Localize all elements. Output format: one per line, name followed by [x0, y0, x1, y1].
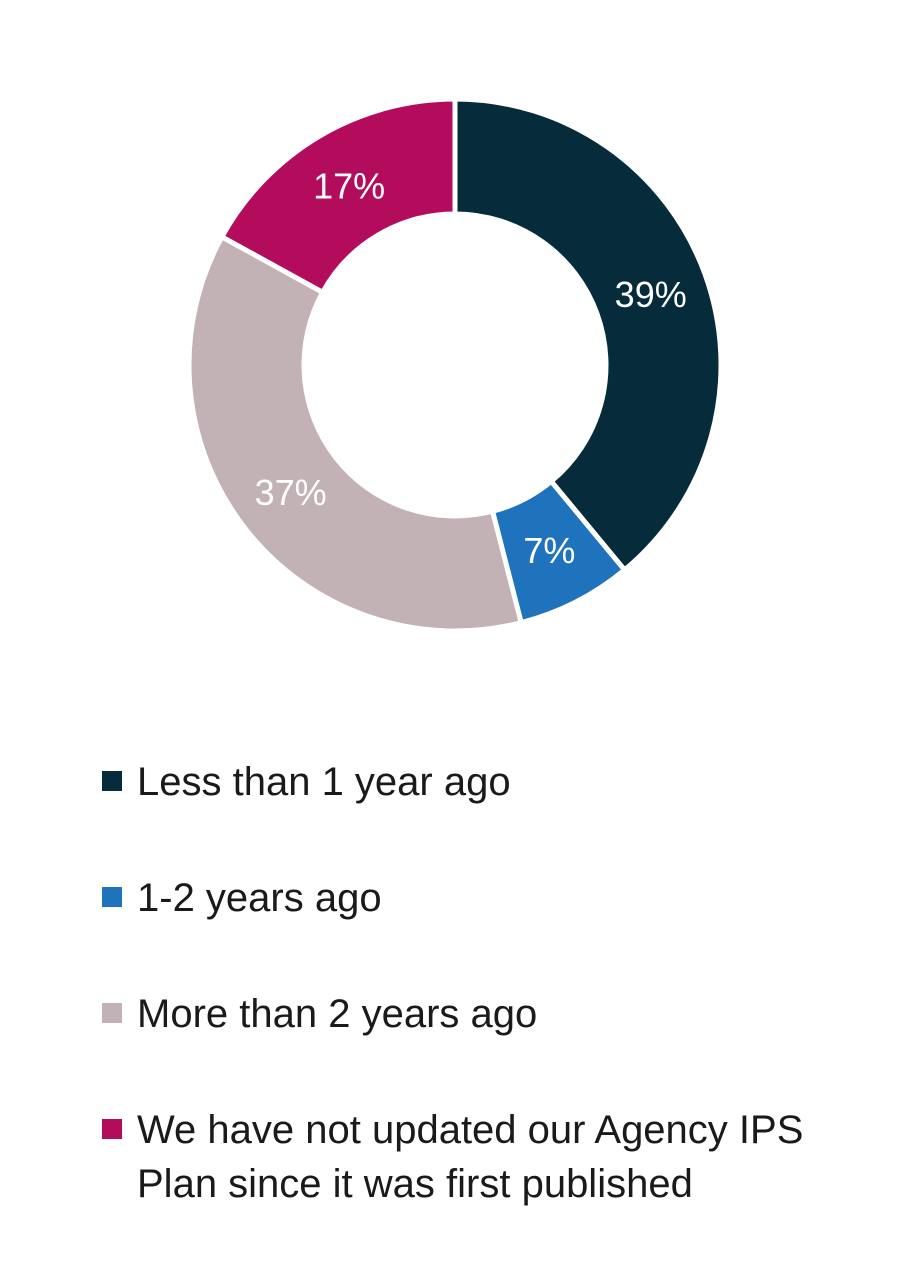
slice-label-less-than-1-year: 39% — [615, 274, 687, 315]
legend-swatch-not-updated — [102, 1119, 122, 1139]
donut-slice-less-than-1-year — [452, 96, 724, 574]
legend-swatch-less-than-1-year — [102, 771, 122, 791]
donut-slice-not-updated — [218, 96, 458, 296]
donut-chart: 39% 7% 37% 17% — [186, 96, 724, 634]
legend-item-more-than-2-years: More than 2 years ago — [102, 987, 882, 1041]
legend-item-less-than-1-year: Less than 1 year ago — [102, 755, 882, 809]
legend-label-less-than-1-year: Less than 1 year ago — [137, 760, 511, 804]
legend: Less than 1 year ago 1-2 years ago More … — [102, 755, 882, 1273]
legend-item-not-updated: We have not updated our Agency IPS Plan … — [102, 1103, 882, 1211]
legend-label-not-updated: We have not updated our Agency IPS Plan … — [137, 1108, 804, 1206]
slice-label-not-updated: 17% — [313, 165, 385, 206]
slice-label-1-2-years: 7% — [523, 530, 575, 571]
legend-swatch-more-than-2-years — [102, 1003, 122, 1023]
legend-swatch-1-2-years — [102, 887, 122, 907]
legend-label-more-than-2-years: More than 2 years ago — [137, 992, 538, 1036]
legend-label-1-2-years: 1-2 years ago — [137, 876, 382, 920]
slice-label-more-than-2-years: 37% — [255, 472, 327, 513]
donut-slice-more-than-2-years — [186, 233, 525, 634]
legend-item-1-2-years: 1-2 years ago — [102, 871, 882, 925]
